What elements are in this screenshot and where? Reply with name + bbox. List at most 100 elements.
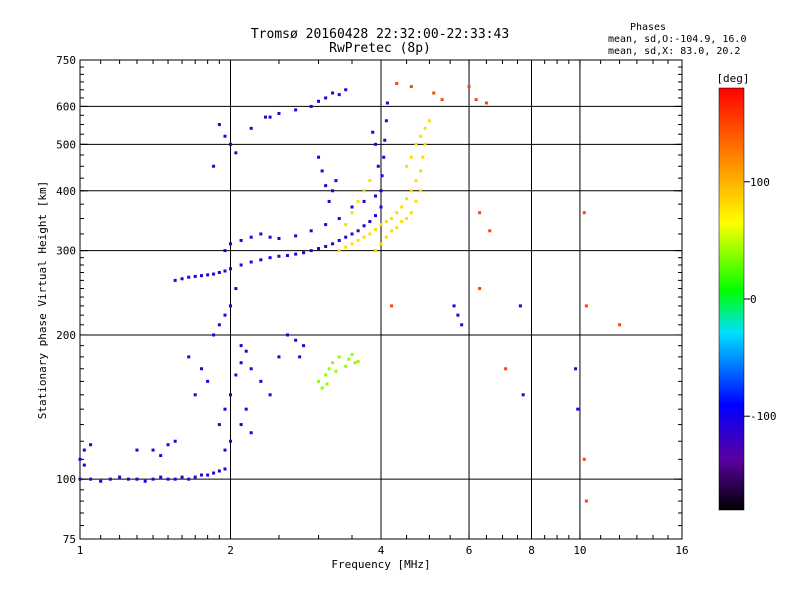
data-point <box>383 138 387 142</box>
data-point <box>135 477 139 481</box>
data-point <box>347 357 351 361</box>
data-point <box>239 263 243 267</box>
data-point <box>337 249 341 253</box>
data-point <box>212 471 216 475</box>
data-point <box>368 232 372 236</box>
data-point <box>362 224 366 228</box>
data-point <box>574 367 578 371</box>
data-point <box>421 155 425 159</box>
data-point <box>344 245 348 249</box>
data-point <box>582 211 586 215</box>
data-point <box>362 235 366 239</box>
data-points <box>78 81 622 503</box>
data-point <box>362 189 366 193</box>
data-point <box>409 189 413 193</box>
data-point <box>390 217 394 221</box>
data-point <box>484 101 488 105</box>
data-point <box>173 477 177 481</box>
colorbar <box>718 87 745 511</box>
data-point <box>200 473 204 477</box>
data-point <box>518 304 522 308</box>
data-point <box>143 479 147 483</box>
data-point <box>384 220 388 224</box>
chart-subtitle: RwPretec (8p) <box>329 41 431 56</box>
x-tick-label: 16 <box>675 544 688 557</box>
data-point <box>334 369 338 373</box>
x-axis-label: Frequency [MHz] <box>331 558 430 571</box>
data-point <box>229 142 232 146</box>
data-point <box>356 199 360 203</box>
data-point <box>504 367 508 371</box>
data-point <box>89 443 93 447</box>
data-point <box>582 457 586 461</box>
data-point <box>460 323 464 327</box>
data-point <box>344 364 348 368</box>
data-point <box>324 184 328 188</box>
data-point <box>384 235 388 239</box>
data-point <box>108 477 112 481</box>
data-point <box>249 367 253 371</box>
data-point <box>374 214 378 218</box>
data-point <box>395 226 399 230</box>
data-point <box>206 473 210 477</box>
data-point <box>166 477 170 481</box>
colorbar-ticks: 100 0 -100 <box>744 176 777 423</box>
data-point <box>390 229 394 233</box>
x-tick-label: 6 <box>466 544 473 557</box>
data-point <box>390 304 394 308</box>
stats-line-o: mean, sd,O:-104.9, 16.0 <box>608 34 746 45</box>
data-point <box>234 373 238 377</box>
data-point <box>331 242 335 246</box>
data-point <box>440 98 444 102</box>
data-point <box>356 238 360 242</box>
data-point <box>362 199 366 203</box>
data-point <box>259 232 263 236</box>
colorbar-tick-label: -100 <box>750 410 777 423</box>
data-point <box>414 179 418 183</box>
data-point <box>217 469 221 473</box>
data-point <box>89 477 93 481</box>
data-point <box>78 477 82 481</box>
axis-ticks: 1 2 4 6 8 10 16 75 100 200 300 400 500 600 750 <box>56 54 689 557</box>
data-point <box>385 101 389 105</box>
stats-line-x: mean, sd,X: 83.0, 20.2 <box>608 46 740 57</box>
data-point <box>249 431 253 435</box>
data-point <box>159 454 163 458</box>
data-point <box>187 477 191 481</box>
chart-title: Tromsø 20160428 22:32:00-22:33:43 <box>251 27 509 42</box>
data-point <box>223 313 227 317</box>
data-point <box>467 85 471 89</box>
data-point <box>159 475 163 479</box>
data-point <box>618 323 622 327</box>
data-point <box>576 407 580 411</box>
data-point <box>223 269 227 273</box>
data-point <box>432 91 436 95</box>
data-point <box>294 252 298 256</box>
data-point <box>327 367 331 371</box>
data-point <box>180 277 184 281</box>
data-point <box>239 423 243 427</box>
data-point <box>324 96 328 100</box>
data-point <box>82 463 86 467</box>
x-tick-label: 8 <box>528 544 535 557</box>
data-point <box>350 205 354 209</box>
data-point <box>249 260 253 264</box>
data-point <box>166 443 170 447</box>
data-point <box>212 333 216 337</box>
data-point <box>229 242 232 246</box>
data-point <box>376 164 380 168</box>
data-point <box>151 448 155 452</box>
data-point <box>217 123 221 127</box>
data-point <box>294 234 298 238</box>
data-point <box>309 229 313 233</box>
data-point <box>82 448 86 452</box>
data-point <box>423 126 427 130</box>
data-point <box>285 333 289 337</box>
data-point <box>337 217 341 221</box>
y-tick-label: 200 <box>56 329 76 342</box>
data-point <box>309 249 313 253</box>
data-point <box>187 355 191 359</box>
data-point <box>229 267 232 271</box>
x-tick-label: 4 <box>378 544 385 557</box>
